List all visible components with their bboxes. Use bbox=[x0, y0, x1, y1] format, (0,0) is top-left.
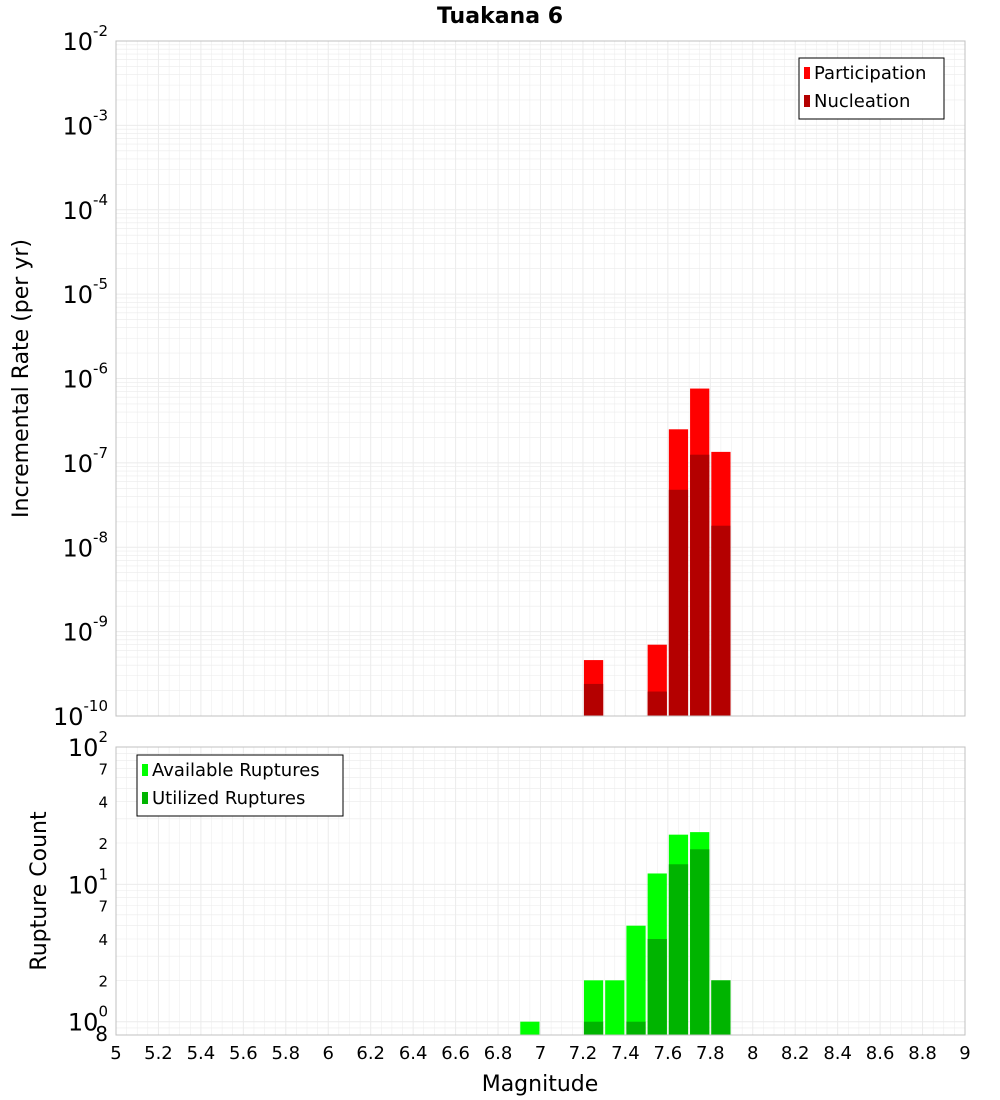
x-tick-labels: 5 5.2 5.4 5.6 5.8 6 6.2 6.4 6.6 6.8 7 7.2 7.4 7.6 7.8 8… bbox=[110, 1043, 970, 1064]
bars bbox=[520, 832, 731, 1035]
bar-available-ruptures bbox=[520, 1021, 540, 1035]
y-tick-label: 101 bbox=[68, 865, 108, 899]
y-tick-label: 7 bbox=[98, 760, 108, 778]
x-axis-label: Magnitude bbox=[482, 1072, 599, 1097]
x-tick-label: 5.2 bbox=[144, 1043, 173, 1064]
x-tick-label: 5.4 bbox=[187, 1043, 216, 1064]
bar-utilized-ruptures bbox=[668, 864, 689, 1035]
y-tick-label: 102 bbox=[68, 728, 108, 762]
x-tick-label: 7.2 bbox=[569, 1043, 598, 1064]
legend-label-nucleation: Nucleation bbox=[814, 91, 910, 112]
y-tick-label: 2 bbox=[98, 835, 108, 853]
bar-nucleation bbox=[711, 525, 731, 716]
y-tick-label: 10-3 bbox=[62, 106, 108, 140]
y-tick-label: 100 bbox=[68, 1003, 108, 1037]
legend-label-participation: Participation bbox=[814, 63, 926, 84]
legend: Participation Nucleation bbox=[798, 57, 945, 120]
y-axis-label: Rupture Count bbox=[27, 811, 52, 971]
y-axis-label: Incremental Rate (per yr) bbox=[9, 239, 34, 518]
x-tick-label: 9 bbox=[959, 1043, 970, 1064]
bar-utilized-ruptures bbox=[711, 980, 731, 1035]
legend-box bbox=[798, 57, 945, 120]
x-tick-label: 8.2 bbox=[781, 1043, 810, 1064]
x-tick-label: 7.8 bbox=[696, 1043, 725, 1064]
bar-utilized-ruptures bbox=[583, 1021, 604, 1035]
x-tick-label: 8.8 bbox=[908, 1043, 937, 1064]
x-tick-label: 8.4 bbox=[823, 1043, 852, 1064]
y-tick-label: 10-8 bbox=[62, 528, 108, 562]
y-tick-label: 10-4 bbox=[62, 191, 108, 225]
legend-swatch-utilized-ruptures bbox=[142, 792, 148, 804]
bar-nucleation bbox=[647, 691, 667, 716]
bar-nucleation bbox=[690, 454, 710, 716]
bar-utilized-ruptures bbox=[647, 939, 667, 1035]
y-tick-label: 10-6 bbox=[62, 360, 108, 394]
plot-frame bbox=[115, 746, 966, 1036]
y-tick-labels: 10-10 10-9 10-8 10-7 10-6 10-5 10-4 10-3 10-2 bbox=[53, 22, 108, 731]
y-tick-label: 2 bbox=[98, 972, 108, 990]
bar-available-ruptures bbox=[583, 980, 604, 1035]
x-tick-label: 6.2 bbox=[356, 1043, 385, 1064]
bar-nucleation bbox=[668, 489, 689, 716]
x-tick-label: 7 bbox=[535, 1043, 546, 1064]
legend-swatch-participation bbox=[804, 67, 810, 79]
x-tick-label: 6.6 bbox=[441, 1043, 470, 1064]
legend-label-utilized-ruptures: Utilized Ruptures bbox=[152, 788, 305, 809]
x-tick-label: 6.4 bbox=[399, 1043, 428, 1064]
y-tick-label: 8 bbox=[95, 1022, 108, 1046]
bars bbox=[583, 388, 731, 716]
legend-box bbox=[136, 754, 344, 817]
chart-title: Tuakana 6 bbox=[437, 4, 563, 29]
bar-utilized-ruptures bbox=[626, 1021, 646, 1035]
legend-label-available-ruptures: Available Ruptures bbox=[152, 760, 320, 781]
rate-panel: 10-10 10-9 10-8 10-7 10-6 10-5 10-4 10-3 10-2 Inc… bbox=[9, 22, 966, 731]
y-tick-label: 10-10 bbox=[53, 697, 108, 731]
x-tick-label: 7.6 bbox=[654, 1043, 683, 1064]
x-tick-label: 5.6 bbox=[229, 1043, 258, 1064]
x-tick-label: 5.8 bbox=[271, 1043, 300, 1064]
y-tick-label: 7 bbox=[98, 898, 108, 916]
y-tick-label: 10-2 bbox=[62, 22, 108, 56]
grid bbox=[115, 41, 966, 717]
x-tick-label: 5 bbox=[110, 1043, 121, 1064]
legend-swatch-nucleation bbox=[804, 95, 810, 107]
y-tick-label: 10-9 bbox=[62, 613, 108, 647]
bar-available-ruptures bbox=[626, 925, 646, 1035]
x-tick-label: 6.8 bbox=[484, 1043, 513, 1064]
x-tick-label: 8 bbox=[747, 1043, 758, 1064]
legend: Available Ruptures Utilized Ruptures bbox=[136, 754, 344, 817]
bar-nucleation bbox=[583, 683, 604, 716]
legend-swatch-available-ruptures bbox=[142, 764, 148, 776]
y-tick-label: 4 bbox=[98, 931, 108, 949]
x-tick-label: 8.6 bbox=[866, 1043, 895, 1064]
bar-available-ruptures bbox=[605, 980, 625, 1035]
y-tick-label: 10-7 bbox=[62, 444, 108, 478]
x-tick-label: 7.4 bbox=[611, 1043, 640, 1064]
x-tick-label: 6 bbox=[323, 1043, 334, 1064]
bar-utilized-ruptures bbox=[690, 849, 710, 1035]
y-tick-label: 10-5 bbox=[62, 275, 108, 309]
y-tick-label: 4 bbox=[98, 794, 108, 812]
plot-frame bbox=[115, 40, 966, 717]
